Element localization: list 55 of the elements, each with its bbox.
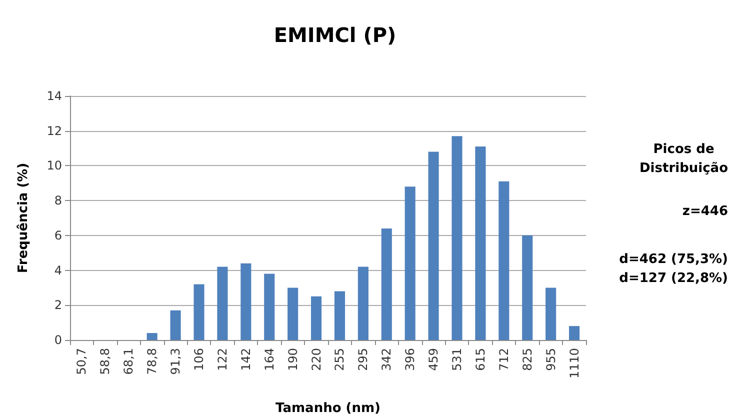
bar — [452, 136, 462, 340]
x-tick-label: 459 — [426, 348, 441, 371]
text: d=462 (75,3%) d=127 (22,8%) — [619, 252, 728, 286]
bar — [264, 274, 275, 340]
y-tick-label: 8 — [54, 194, 62, 208]
bar — [334, 291, 346, 340]
chart-title: EMIMCl (P) — [274, 23, 396, 47]
x-tick-label: 190 — [286, 348, 300, 371]
x-tick-label: 531 — [450, 348, 464, 371]
x-tick-label: 220 — [309, 348, 324, 371]
bar — [498, 181, 510, 340]
x-tick-label: 91,3 — [168, 348, 183, 375]
bar — [240, 263, 252, 340]
bar — [475, 146, 486, 340]
x-tick-label: 255 — [332, 348, 347, 371]
x-tick-label: 1110 — [567, 348, 582, 379]
bar — [288, 288, 298, 340]
x-axis-title: Tamanho (nm) — [276, 401, 380, 416]
y-tick-label: 6 — [54, 228, 62, 242]
y-tick-label: 14 — [46, 89, 62, 103]
x-tick-label: 164 — [262, 348, 276, 371]
x-tick-label: 396 — [403, 348, 418, 371]
bar — [522, 235, 533, 340]
bar — [381, 228, 392, 340]
y-axis-title: Frequência (%) — [16, 162, 31, 274]
x-tick-label: 142 — [238, 348, 253, 371]
text: z=446 — [682, 204, 728, 219]
y-tick-label: 0 — [54, 333, 62, 347]
bar — [546, 288, 556, 340]
x-tick-label: 712 — [496, 348, 511, 371]
x-tick-label: 342 — [380, 348, 394, 371]
y-tick-label: 2 — [54, 298, 62, 312]
bar — [404, 186, 416, 340]
y-tick-label: 10 — [46, 158, 62, 173]
bar — [358, 266, 368, 340]
x-tick-label: 68,1 — [122, 348, 136, 375]
y-tick-label: 4 — [54, 263, 62, 278]
bar — [194, 284, 204, 340]
bar — [428, 152, 439, 340]
bar — [310, 296, 322, 340]
text: Picos de Distribuição — [640, 142, 728, 176]
y-tick-label: 12 — [46, 124, 62, 138]
bar — [146, 333, 158, 340]
x-tick-label: 295 — [356, 348, 370, 371]
bar — [170, 310, 181, 340]
x-tick-label: 825 — [520, 348, 534, 371]
x-tick-label: 122 — [215, 348, 230, 371]
x-tick-label: 955 — [544, 348, 558, 371]
x-tick-label: 78,8 — [145, 348, 160, 375]
x-tick-label: 106 — [192, 348, 206, 371]
bar — [217, 266, 228, 340]
x-tick-label: 615 — [473, 348, 488, 371]
x-tick-label: 58,8 — [98, 348, 112, 375]
bar — [568, 326, 580, 340]
x-tick-label: 50,7 — [74, 348, 89, 375]
